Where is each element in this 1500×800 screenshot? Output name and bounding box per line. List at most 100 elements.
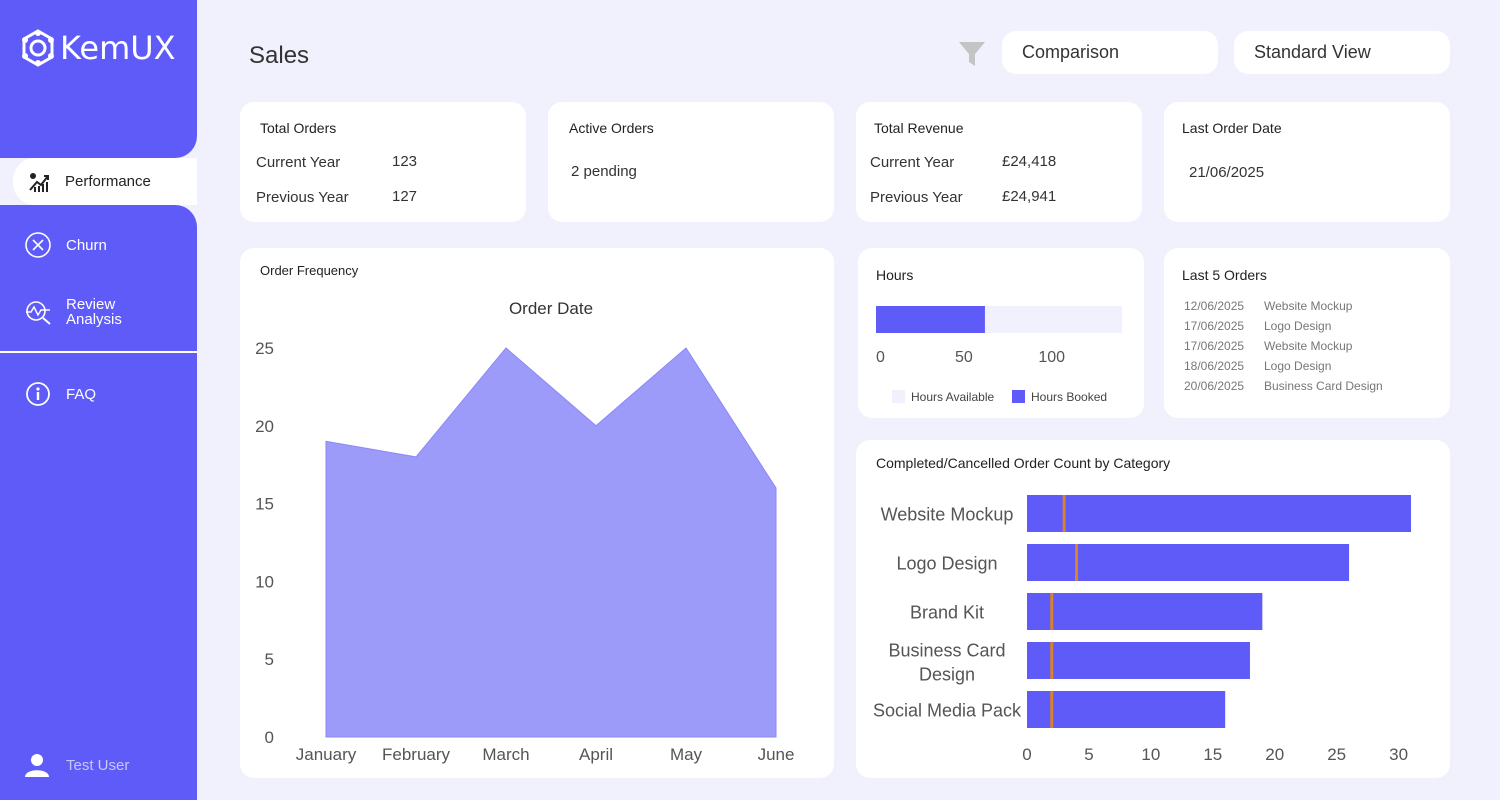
- x-tick-label: April: [579, 745, 613, 764]
- category-marker: [1050, 691, 1054, 728]
- brand-logo[interactable]: KemUX: [20, 28, 176, 68]
- y-tick-label: 0: [265, 728, 274, 747]
- comparison-button[interactable]: Comparison: [1002, 31, 1218, 74]
- x-tick-label: 50: [955, 349, 973, 366]
- x-tick-label: 15: [1203, 745, 1222, 764]
- x-tick-label: 20: [1265, 745, 1284, 764]
- order-date: 20/06/2025: [1184, 379, 1245, 393]
- sidebar-item-faq[interactable]: FAQ: [0, 380, 197, 408]
- order-item: Logo Design: [1264, 319, 1332, 333]
- card-title: Last 5 Orders: [1182, 267, 1267, 283]
- card-title: Hours: [876, 267, 914, 283]
- x-tick-label: 5: [1084, 745, 1093, 764]
- order-row[interactable]: 18/06/2025 Logo Design: [1184, 359, 1331, 373]
- category-marker: [1050, 642, 1054, 679]
- x-tick-label: March: [482, 745, 529, 764]
- order-row[interactable]: 17/06/2025 Logo Design: [1184, 319, 1331, 333]
- order-row[interactable]: 17/06/2025 Website Mockup: [1184, 339, 1352, 353]
- close-circle-icon: [24, 231, 52, 259]
- card-title: Last Order Date: [1182, 120, 1282, 136]
- current-year-label: Current Year: [256, 154, 341, 171]
- legend-label: Hours Available: [911, 390, 994, 404]
- legend-swatch: [1012, 390, 1025, 403]
- category-label: Design: [919, 665, 975, 685]
- sidebar-item-label: Review Analysis: [66, 296, 122, 328]
- sidebar-item-churn[interactable]: Churn: [0, 231, 197, 259]
- x-tick-label: May: [670, 745, 703, 764]
- sidebar-item-review-analysis[interactable]: Review Analysis: [0, 296, 197, 328]
- sidebar-item-label: Churn: [66, 236, 107, 254]
- x-tick-label: 0: [1022, 745, 1031, 764]
- order-date: 17/06/2025: [1184, 319, 1245, 333]
- chart-title: Order Date: [509, 299, 593, 318]
- area-series: [325, 347, 777, 738]
- user-avatar-icon: [25, 754, 49, 777]
- active-orders-card: Active Orders 2 pending: [548, 102, 834, 222]
- current-year-value: 123: [392, 153, 418, 170]
- filter-icon[interactable]: [958, 40, 986, 73]
- category-label: Business Card: [888, 641, 1005, 661]
- hours-chart: 0 50 100 Hours Available Hours Booked: [876, 306, 1122, 404]
- order-date: 17/06/2025: [1184, 339, 1245, 353]
- order-item: Business Card Design: [1264, 379, 1383, 393]
- category-label: Website Mockup: [881, 505, 1014, 525]
- view-label: Standard View: [1254, 42, 1371, 62]
- sidebar-item-performance[interactable]: Performance: [13, 158, 197, 205]
- previous-year-label: Previous Year: [256, 189, 349, 206]
- current-year-value: £24,418: [1002, 153, 1057, 170]
- review-analysis-icon: [24, 298, 52, 326]
- category-marker: [1062, 495, 1066, 532]
- category-label: Social Media Pack: [873, 701, 1022, 721]
- sidebar-item-label: FAQ: [66, 385, 97, 403]
- order-frequency-card: Order Frequency Order Date 0 5 10 15 20 25 Jan…: [240, 248, 834, 778]
- last-order-date-value: 21/06/2025: [1189, 164, 1265, 181]
- legend-label: Hours Booked: [1031, 390, 1107, 404]
- card-title: Completed/Cancelled Order Count by Categ…: [876, 455, 1171, 471]
- order-item: Website Mockup: [1264, 299, 1353, 313]
- active-nav-backdrop: [0, 110, 197, 252]
- legend-swatch: [892, 390, 905, 403]
- hours-card: Hours 0 50 100 Hours Available Hours Booked: [858, 248, 1144, 418]
- x-tick-label: 10: [1141, 745, 1160, 764]
- view-select[interactable]: Standard View: [1234, 31, 1450, 74]
- previous-year-value: 127: [392, 188, 418, 205]
- card-title: Order Frequency: [260, 263, 359, 278]
- y-tick-label: 15: [255, 495, 274, 514]
- category-bar: [1027, 691, 1226, 728]
- total-revenue-card: Total Revenue Current Year £24,418 Previ…: [856, 102, 1142, 222]
- order-row[interactable]: 12/06/2025 Website Mockup: [1184, 299, 1352, 313]
- hours-bar: [876, 306, 985, 333]
- y-tick-label: 10: [255, 572, 274, 591]
- category-label: Logo Design: [896, 554, 997, 574]
- x-tick-label: 0: [876, 349, 885, 366]
- user-name: Test User: [66, 756, 130, 774]
- card-title: Active Orders: [569, 120, 654, 136]
- comparison-label: Comparison: [1022, 42, 1120, 62]
- sidebar-divider: [0, 351, 197, 353]
- order-row[interactable]: 20/06/2025 Business Card Design: [1184, 379, 1383, 393]
- previous-year-value: £24,941: [1002, 188, 1057, 205]
- category-count-chart: Website Mockup Logo Design Brand Kit Busine…: [873, 495, 1411, 764]
- category-bar: [1027, 642, 1250, 679]
- page-title: Sales: [249, 42, 310, 69]
- user-profile[interactable]: Test User: [24, 752, 129, 778]
- order-item: Logo Design: [1264, 359, 1332, 373]
- x-tick-label: 100: [1038, 349, 1065, 366]
- active-orders-value: 2 pending: [571, 163, 637, 180]
- info-icon: [24, 380, 52, 408]
- category-bar: [1027, 544, 1350, 581]
- x-tick-label: January: [296, 745, 357, 764]
- last-orders-card: Last 5 Orders 12/06/2025 Website Mockup …: [1164, 248, 1450, 418]
- y-tick-label: 5: [265, 650, 274, 669]
- x-tick-label: June: [758, 745, 795, 764]
- order-date: 12/06/2025: [1184, 299, 1245, 313]
- category-count-card: Completed/Cancelled Order Count by Categ…: [856, 440, 1450, 778]
- card-title: Total Orders: [260, 120, 337, 136]
- brand-name: KemUX: [60, 29, 176, 67]
- kemux-logo-icon: [22, 29, 54, 67]
- y-tick-label: 20: [255, 417, 274, 436]
- order-item: Website Mockup: [1264, 339, 1353, 353]
- category-bar: [1027, 593, 1263, 630]
- x-tick-label: 30: [1389, 745, 1408, 764]
- sidebar-item-label: Performance: [65, 173, 151, 190]
